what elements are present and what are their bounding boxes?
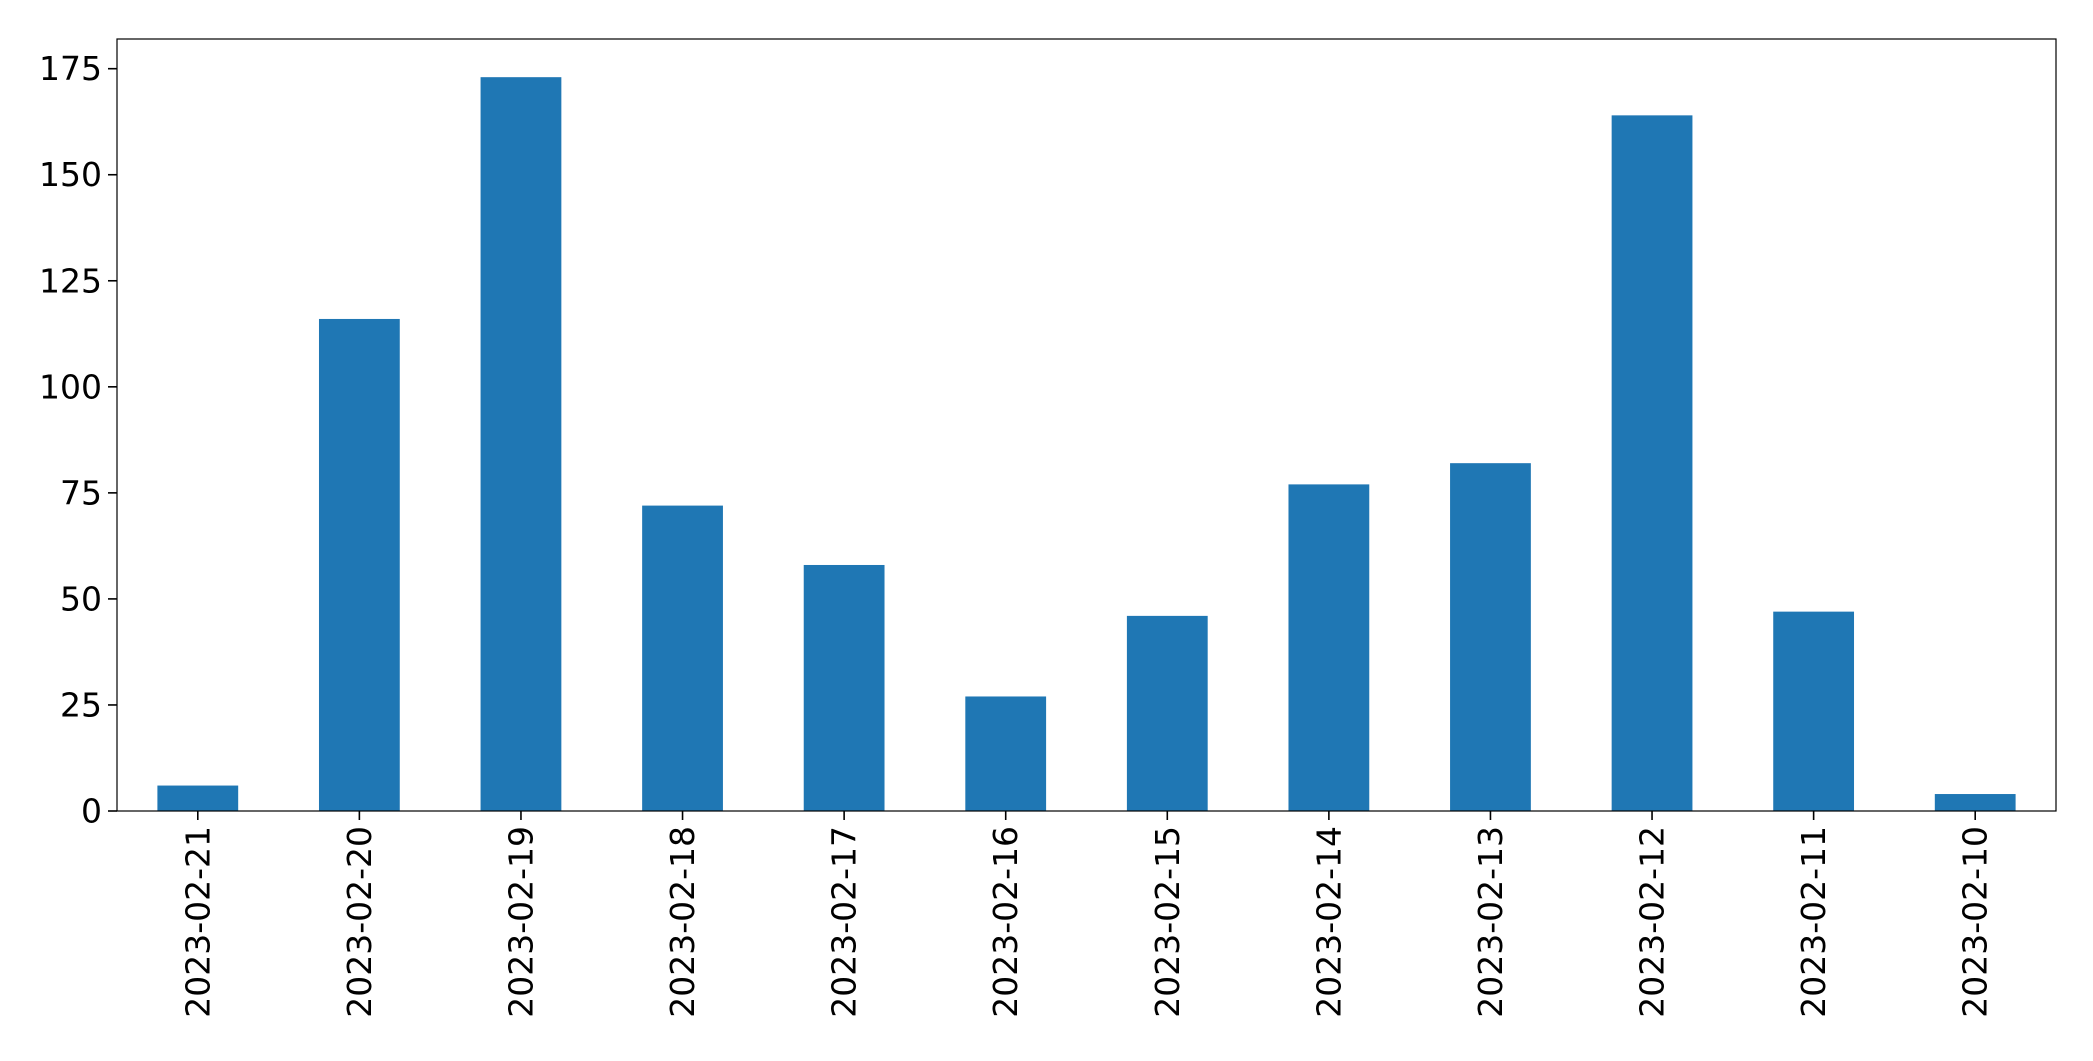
bar-2023-02-15 (1126, 615, 1208, 811)
bar-2023-02-14 (1288, 484, 1370, 811)
bar-2023-02-17 (803, 564, 885, 811)
bar-2023-02-10 (1934, 794, 2016, 811)
x-tick-label: 2023-02-10 (1956, 826, 1995, 1018)
y-tick-label: 150 (39, 155, 102, 194)
x-axis: 2023-02-21 2023-02-20 2023-02-19 2023-02-18… (178, 811, 1995, 1018)
x-tick-label: 2023-02-11 (1794, 826, 1833, 1018)
bar-2023-02-11 (1773, 611, 1855, 811)
y-tick-label: 100 (39, 367, 102, 406)
x-tick-label: 2023-02-12 (1633, 826, 1672, 1018)
x-tick-label: 2023-02-18 (663, 826, 702, 1018)
y-tick-label: 75 (60, 473, 102, 512)
bar-2023-02-18 (642, 505, 723, 811)
bars-group (157, 77, 2016, 812)
y-tick-label: 25 (60, 685, 102, 724)
x-tick-label: 2023-02-21 (178, 826, 217, 1018)
bar-2023-02-13 (1450, 463, 1531, 811)
x-tick-label: 2023-02-17 (825, 826, 864, 1018)
x-tick-label: 2023-02-16 (986, 826, 1025, 1018)
y-tick-label: 50 (60, 579, 102, 618)
x-tick-label: 2023-02-19 (501, 826, 540, 1018)
bar-2023-02-16 (965, 696, 1047, 811)
x-tick-label: 2023-02-13 (1471, 826, 1510, 1018)
bar-2023-02-12 (1611, 115, 1693, 812)
plot-frame (116, 38, 2057, 812)
bar-2023-02-19 (480, 77, 562, 811)
y-tick-label: 125 (39, 261, 102, 300)
bar-2023-02-21 (157, 785, 239, 811)
y-tick-label: 0 (81, 792, 102, 831)
x-tick-label: 2023-02-20 (340, 826, 379, 1018)
x-tick-label: 2023-02-15 (1148, 826, 1187, 1018)
x-tick-label: 2023-02-14 (1309, 826, 1348, 1018)
y-axis: 0 25 50 75 100 125 150 175 (39, 49, 117, 831)
bar-2023-02-20 (318, 318, 400, 811)
y-tick-label: 175 (39, 49, 102, 88)
